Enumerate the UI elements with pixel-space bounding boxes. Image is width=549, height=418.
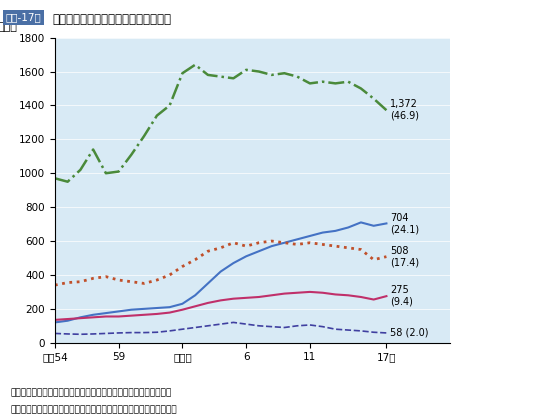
Text: 508
(17.4): 508 (17.4) xyxy=(390,246,419,268)
Text: 1,372
(46.9): 1,372 (46.9) xyxy=(390,99,419,121)
Text: 275
(9.4): 275 (9.4) xyxy=(390,285,413,307)
Text: ２　（　）内は、高齢者の状態別死者数の構成率（％）である。: ２ （ ）内は、高齢者の状態別死者数の構成率（％）である。 xyxy=(11,405,178,415)
Text: 注　１　警察庁資料による。ただし、「その他」は省略している。: 注 １ 警察庁資料による。ただし、「その他」は省略している。 xyxy=(11,389,172,398)
Y-axis label: （人）: （人） xyxy=(0,21,18,31)
Text: 58 (2.0): 58 (2.0) xyxy=(390,328,429,338)
Text: 高齢者の状態別交通事故死者数の推移: 高齢者の状態別交通事故死者数の推移 xyxy=(52,13,171,25)
Text: 704
(24.1): 704 (24.1) xyxy=(390,213,419,234)
Text: 第１-17図: 第１-17図 xyxy=(5,13,41,23)
